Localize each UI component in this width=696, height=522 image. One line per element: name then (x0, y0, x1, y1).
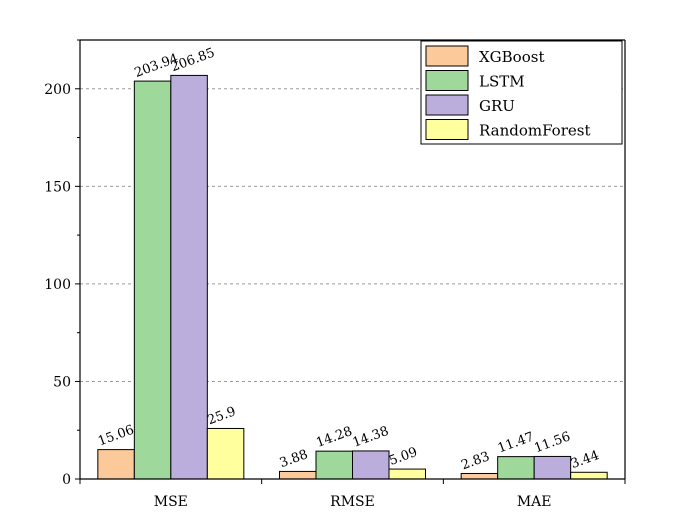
data-label: 3.88 (278, 447, 310, 471)
bar-rmse-xgboost (279, 470, 317, 480)
legend-swatch-xgboost (425, 45, 469, 67)
y-tick-label: 100 (44, 277, 71, 293)
bar-rmse-randomforest (388, 468, 426, 480)
y-tick-label: 50 (53, 374, 71, 390)
legend-label: GRU (479, 97, 515, 115)
x-tick-label: RMSE (330, 494, 375, 510)
data-label: 5.09 (387, 445, 419, 469)
bar-mse-xgboost (97, 449, 135, 480)
y-tick-label: 0 (62, 472, 71, 488)
bar-rmse-gru (352, 450, 390, 480)
legend: XGBoost LSTM GRU RandomForest (420, 40, 623, 145)
legend-swatch-lstm (425, 70, 469, 91)
data-label: 11.56 (532, 429, 572, 456)
bar-mae-randomforest (570, 471, 608, 480)
y-tick-label: 200 (44, 82, 71, 98)
bar-mse-lstm (133, 80, 172, 480)
bar-rmse-lstm (315, 450, 353, 480)
y-tick-label: 150 (44, 179, 71, 195)
legend-swatch-gru (425, 94, 469, 116)
legend-label: RandomForest (479, 122, 591, 140)
legend-swatch-randomforest (425, 119, 469, 140)
data-label: 14.38 (351, 424, 391, 451)
legend-label: LSTM (479, 73, 525, 91)
data-label: 25.9 (206, 404, 238, 428)
bar-mae-gru (533, 455, 572, 480)
axes: 0 50 100 150 200 MSE RMSE MAE (44, 39, 626, 510)
bar-mse-gru (170, 74, 208, 480)
data-label: 2.83 (459, 449, 491, 473)
bar-mae-lstm (497, 456, 535, 480)
data-label: 206.85 (169, 46, 217, 76)
bar-mae-xgboost (460, 472, 499, 480)
legend-label: XGBoost (479, 48, 544, 66)
data-label: 14.28 (314, 424, 354, 451)
data-label: 15.06 (96, 423, 136, 450)
data-label: 3.44 (569, 448, 601, 472)
bar-mse-randomforest (206, 427, 245, 480)
x-tick-label: MAE (517, 494, 552, 510)
data-label: 11.47 (496, 430, 536, 457)
x-tick-label: MSE (154, 494, 188, 510)
